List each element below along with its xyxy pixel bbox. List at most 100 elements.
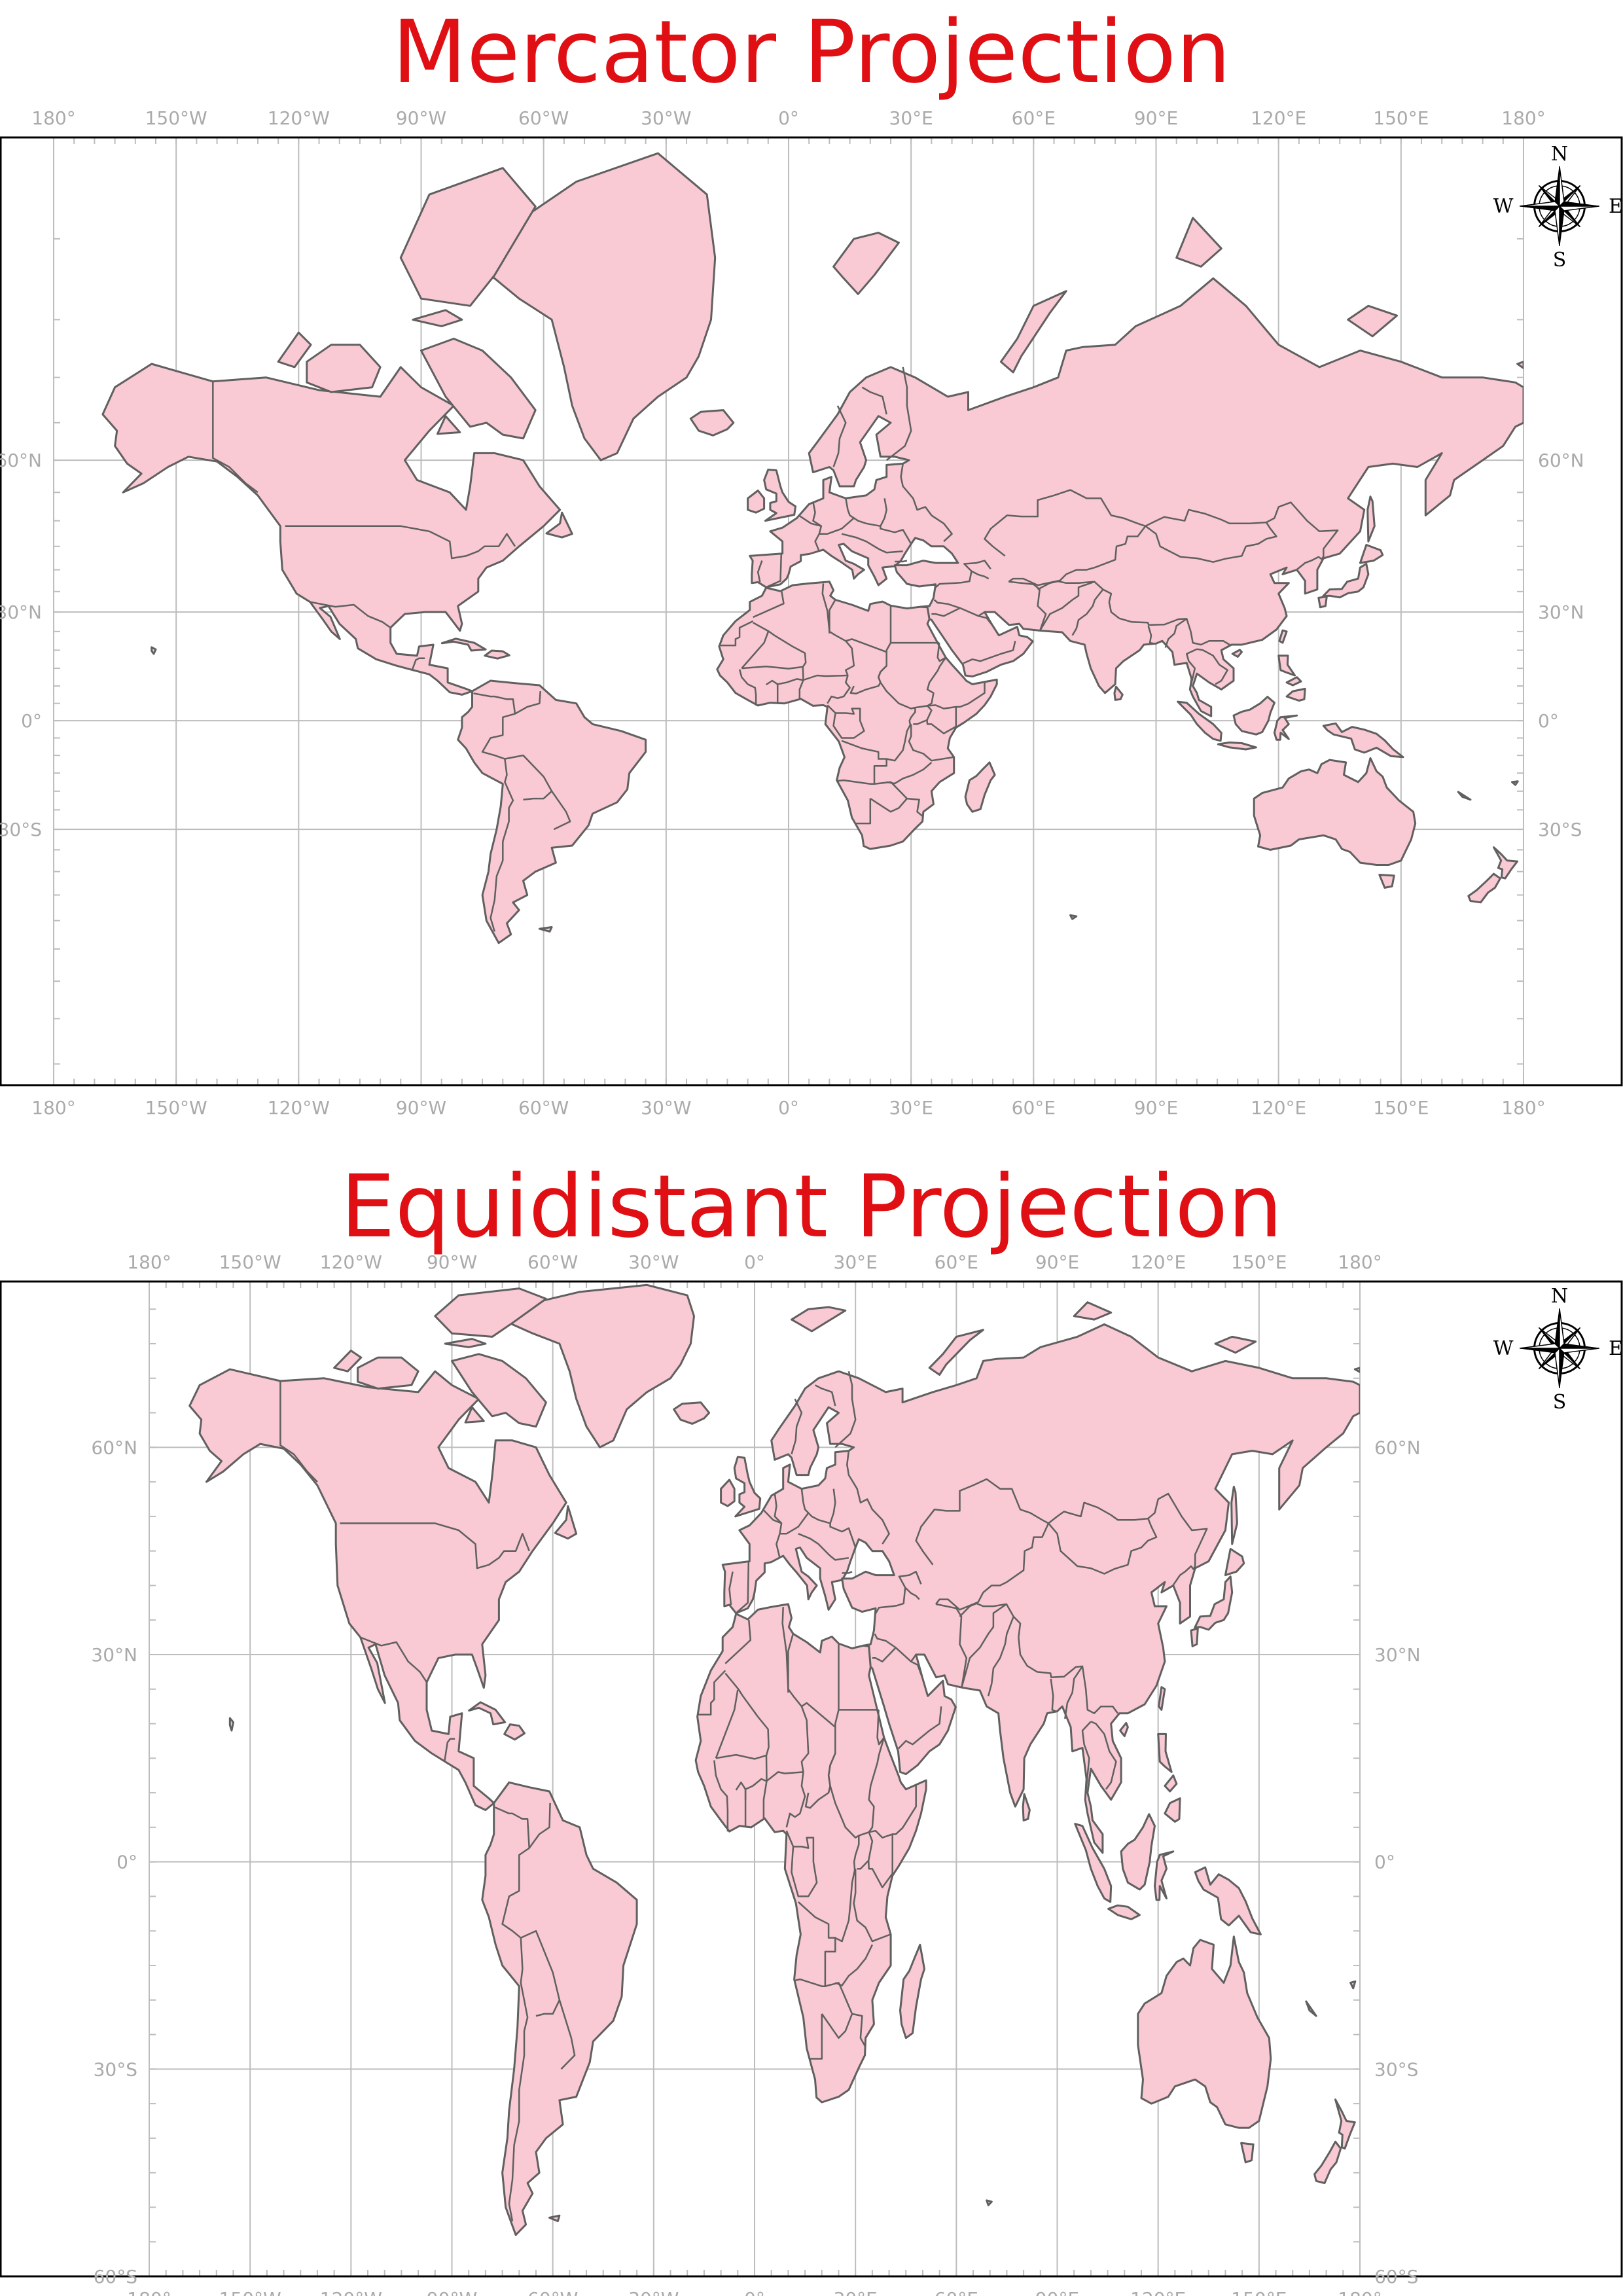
landmass-tasmania <box>1378 874 1395 889</box>
landmass-southampton <box>437 415 461 435</box>
longitude-tick-label: 90°W <box>396 1097 446 1119</box>
country-border <box>834 1944 874 1986</box>
landmass-ireland <box>720 1479 736 1507</box>
latitude-tick-label: 60°N <box>1538 450 1584 471</box>
country-border <box>787 1632 794 1693</box>
landmass-svalbard <box>791 1306 847 1333</box>
landmass-group <box>101 152 1524 944</box>
longitude-tick-label: 120°E <box>1130 1251 1186 1273</box>
country-border <box>1145 522 1277 563</box>
landmass-baffin <box>420 338 537 440</box>
country-border <box>935 1522 1050 1611</box>
country-border <box>360 1636 428 1683</box>
country-border <box>340 1522 530 1570</box>
country-border <box>961 1603 1022 1687</box>
compass-south-label: S <box>1553 249 1567 272</box>
longitude-tick-label: 90°E <box>1134 1097 1178 1119</box>
longitude-tick-label: 180° <box>1338 2288 1382 2296</box>
landmass-baffin <box>451 1353 547 1428</box>
landmass-novaya-zemlya <box>928 1329 984 1376</box>
country-border <box>984 489 1146 557</box>
mercator-map-title: Mercator Projection <box>392 2 1231 103</box>
compass-south-label: S <box>1553 1391 1567 1414</box>
country-border <box>895 560 908 563</box>
country-border <box>781 1607 802 1707</box>
landmass-victoria-island <box>306 344 382 393</box>
country-border <box>842 1571 853 1574</box>
longitude-tick-label: 90°E <box>1134 107 1178 129</box>
longitude-tick-label: 90°W <box>427 1251 477 1273</box>
country-border <box>1064 1665 1119 1719</box>
landmass-madagascar <box>899 1943 925 2039</box>
landmass-luzon <box>1277 655 1296 677</box>
longitude-tick-label: 180° <box>127 1251 171 1273</box>
landmass-madagascar <box>964 761 996 813</box>
country-border <box>279 1381 318 1482</box>
country-border <box>874 1633 917 1662</box>
country-border <box>963 560 991 572</box>
longitude-tick-label: 0° <box>744 2288 765 2296</box>
country-border <box>836 740 887 785</box>
country-border <box>978 615 993 626</box>
longitude-tick-label: 180° <box>127 2288 171 2296</box>
country-border <box>845 640 855 676</box>
landmass-iceland <box>689 409 735 437</box>
landmass-greenland <box>508 1283 695 1448</box>
country-border <box>834 1643 840 1727</box>
landmass-new-siberian <box>1214 1335 1257 1354</box>
landmass-mindanao <box>1164 1797 1181 1823</box>
country-border <box>821 2013 853 2039</box>
country-border <box>834 1371 857 1448</box>
longitude-tick-label: 30°E <box>889 107 933 129</box>
country-border <box>535 2000 561 2017</box>
country-border <box>738 669 757 706</box>
country-border <box>959 1602 1007 1617</box>
landmass-greenland <box>490 152 717 461</box>
landmass-sumatra <box>1074 1823 1113 1903</box>
longitude-tick-label: 90°W <box>427 2288 477 2296</box>
mercator-map: 180° 180° 150°W 150°W 120°W 120°W 90°W 90°W 60°W… <box>0 107 1623 1119</box>
country-border <box>1108 601 1187 626</box>
longitude-tick-label: 30°W <box>641 107 691 129</box>
country-border <box>849 665 887 695</box>
longitude-tick-label: 0° <box>744 1251 765 1273</box>
latitude-tick-label: 60°S <box>94 2266 137 2287</box>
landmass-kerguelen <box>1069 914 1078 920</box>
country-border <box>1164 618 1230 648</box>
country-border <box>762 1509 783 1558</box>
country-border <box>1147 625 1154 645</box>
latitude-tick-label: 0° <box>116 1852 137 1873</box>
landmass-ellesmere <box>434 1287 547 1338</box>
map-frame <box>0 136 1623 1086</box>
country-border <box>841 533 903 554</box>
country-border <box>523 790 552 801</box>
longitude-tick-label: 60°E <box>1012 107 1056 129</box>
landmass-visayas <box>1164 1774 1178 1793</box>
latitude-tick-label: 60°N <box>91 1437 137 1458</box>
landmass-taiwan <box>1278 629 1288 644</box>
compass-rose-icon: N S W E <box>1493 1285 1623 1414</box>
longitude-tick-label: 0° <box>778 107 799 129</box>
landmass-falklands <box>548 2214 561 2223</box>
landmass-kerguelen <box>986 2199 993 2206</box>
longitude-tick-label: 60°W <box>518 107 569 129</box>
country-border <box>867 1831 893 1888</box>
country-border <box>908 724 954 762</box>
equidistant-map: 180° 180° 150°W 150°W 120°W 120°W 90°W 90°W 60°W… <box>0 1251 1623 2296</box>
country-border <box>987 1616 1014 1696</box>
landmass-north-america <box>188 1368 567 1811</box>
landmass-new-caledonia <box>1305 2000 1317 2017</box>
longitude-tick-label: 120°W <box>320 1251 382 1273</box>
longitude-tick-label: 150°W <box>145 107 207 129</box>
longitude-tick-label: 180° <box>1501 1097 1545 1119</box>
landmass-south-america <box>481 1781 638 2236</box>
longitude-tick-label: 30°W <box>628 1251 679 1273</box>
latitude-tick-label: 30°N <box>1538 601 1584 623</box>
country-border <box>874 1587 906 1615</box>
country-border <box>870 781 924 817</box>
longitude-tick-label: 60°E <box>935 1251 978 1273</box>
country-border <box>785 1772 806 1828</box>
country-border <box>832 405 847 467</box>
landmass-australia <box>1137 1935 1272 2129</box>
country-border <box>926 656 947 707</box>
